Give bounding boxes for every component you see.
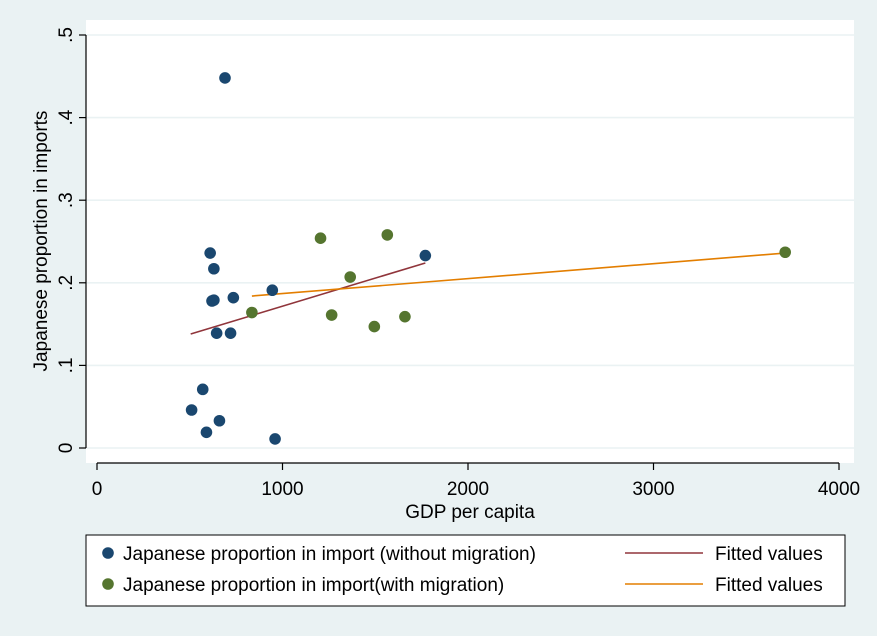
fitted-line-2 bbox=[190, 262, 426, 335]
y-tick-label-4: .4 bbox=[56, 109, 77, 125]
legend: Japanese proportion in import (without m… bbox=[85, 534, 846, 607]
point-s1-2 bbox=[344, 271, 357, 283]
y-ticks: 0 .1 .2 .3 .4 .5 bbox=[56, 27, 86, 453]
legend-marker-1 bbox=[102, 578, 114, 590]
plot-region bbox=[86, 20, 854, 463]
x-axis-title: GDP per capita bbox=[405, 502, 535, 523]
y-tick-label-2: .2 bbox=[56, 275, 77, 291]
y-tick-label-5: .5 bbox=[56, 27, 77, 43]
legend-entries: Japanese proportion in import (without m… bbox=[102, 544, 823, 596]
point-s1-1 bbox=[381, 229, 394, 241]
y-tick-label-3: .3 bbox=[56, 192, 77, 208]
point-s1-3 bbox=[246, 306, 258, 319]
x-tick-label-0: 0 bbox=[92, 479, 103, 500]
point-s1-7 bbox=[779, 246, 792, 259]
x-tick-label-2: 2000 bbox=[447, 479, 489, 500]
point-s1-6 bbox=[399, 310, 411, 323]
legend-label-3: Fitted values bbox=[715, 575, 823, 596]
point-s0-11 bbox=[213, 414, 226, 427]
grid-lines bbox=[86, 34, 854, 449]
data-points bbox=[185, 72, 792, 445]
x-tick-label-1: 1000 bbox=[261, 479, 303, 500]
point-s1-0 bbox=[314, 232, 327, 244]
point-s0-6 bbox=[266, 284, 279, 297]
point-s0-0 bbox=[219, 72, 231, 84]
point-s1-4 bbox=[325, 309, 338, 321]
point-s0-10 bbox=[185, 404, 198, 416]
point-s0-9 bbox=[196, 383, 209, 396]
point-s1-5 bbox=[368, 320, 381, 333]
x-tick-label-3: 3000 bbox=[632, 479, 674, 500]
point-s0-1 bbox=[204, 247, 216, 259]
legend-label-2: Fitted values bbox=[715, 544, 823, 565]
x-tick-label-4: 4000 bbox=[818, 479, 860, 500]
legend-box bbox=[85, 534, 846, 607]
legend-label-0: Japanese proportion in import (without m… bbox=[123, 544, 536, 565]
point-s0-12 bbox=[200, 426, 213, 439]
y-tick-label-1: .1 bbox=[56, 357, 77, 373]
fitted-line-3 bbox=[251, 252, 786, 297]
point-s0-14 bbox=[419, 249, 432, 262]
x-ticks: 0 1000 2000 3000 4000 bbox=[92, 463, 860, 500]
point-s0-8 bbox=[224, 327, 237, 339]
point-s0-5 bbox=[227, 291, 240, 304]
point-s0-13 bbox=[269, 433, 281, 445]
legend-label-1: Japanese proportion in import(with migra… bbox=[123, 575, 504, 596]
y-tick-label-0: 0 bbox=[56, 443, 77, 454]
fitted-lines bbox=[190, 252, 786, 335]
point-s0-4 bbox=[208, 294, 220, 306]
point-s0-2 bbox=[208, 262, 220, 275]
legend-marker-0 bbox=[102, 547, 114, 559]
y-axis-title: Japanese proportion in imports bbox=[31, 111, 52, 372]
point-s0-7 bbox=[210, 327, 223, 339]
